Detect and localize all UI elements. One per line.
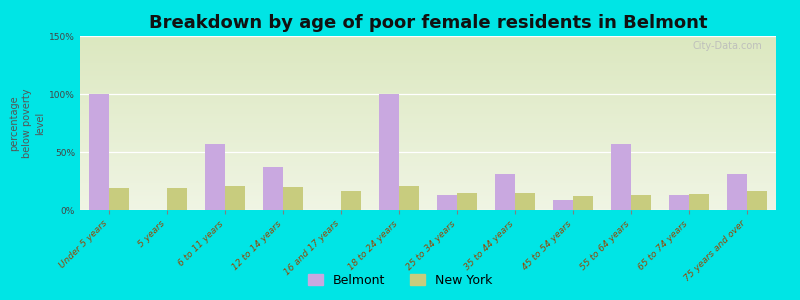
Bar [573, 196, 594, 210]
Bar [494, 174, 515, 210]
Bar [378, 94, 399, 210]
Bar [457, 193, 478, 210]
Bar [205, 144, 225, 210]
Bar [167, 188, 187, 210]
Bar [437, 195, 457, 210]
Bar [262, 167, 283, 210]
Bar [726, 174, 747, 210]
Bar [225, 186, 246, 210]
Bar [631, 195, 651, 210]
Bar [669, 195, 689, 210]
Bar [553, 200, 573, 210]
Bar [283, 187, 303, 210]
Bar [89, 94, 109, 210]
Bar [109, 188, 130, 210]
Title: Breakdown by age of poor female residents in Belmont: Breakdown by age of poor female resident… [149, 14, 707, 32]
Bar [747, 191, 767, 210]
Bar [610, 144, 631, 210]
Legend: Belmont, New York: Belmont, New York [304, 270, 496, 291]
Bar [399, 186, 419, 210]
Bar [341, 191, 362, 210]
Text: City-Data.com: City-Data.com [692, 41, 762, 51]
Bar [515, 193, 535, 210]
Y-axis label: percentage
below poverty
level: percentage below poverty level [9, 88, 45, 158]
Bar [689, 194, 710, 210]
